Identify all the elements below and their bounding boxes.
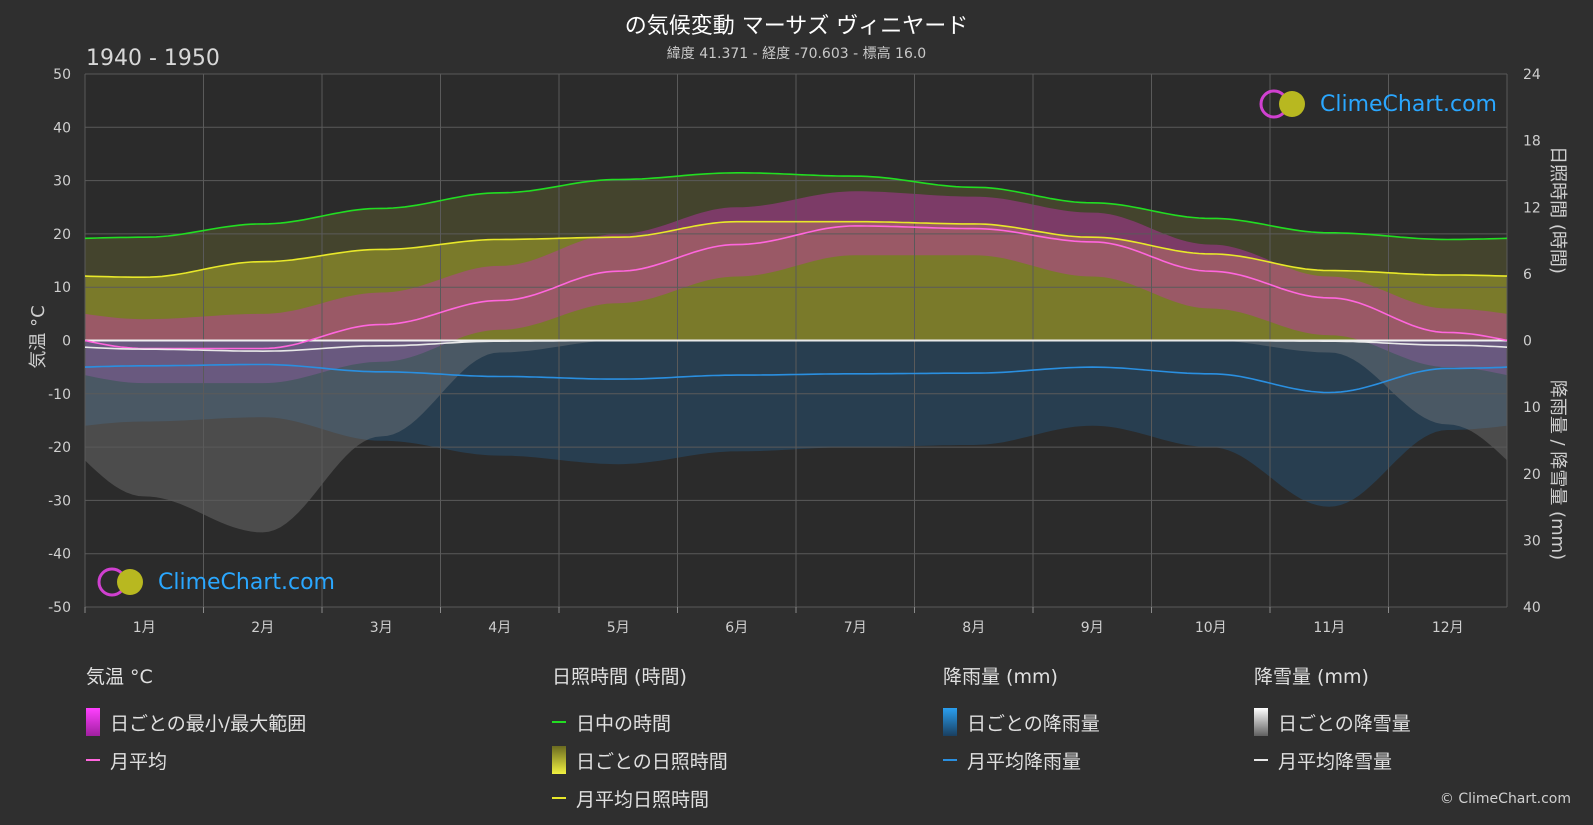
left-tick-label: -20 (48, 440, 71, 456)
right-top-tick-label: 12 (1523, 200, 1541, 216)
logo-text: ClimeChart.com (1320, 91, 1497, 117)
series-line-daylight (84, 172, 1508, 241)
legend-label: 日ごとの最小/最大範囲 (110, 712, 307, 735)
legend-temperature-title: 気温 °C (86, 666, 153, 688)
swatch-icon (552, 746, 566, 774)
logo-icon (1258, 88, 1314, 120)
logo-bottom: ClimeChart.com (96, 566, 335, 598)
swatch-icon (943, 708, 957, 736)
left-tick-label: -30 (48, 493, 71, 509)
legend-snow: 降雪量 (mm) 日ごとの降雪量 月平均降雪量 (1254, 662, 1411, 779)
legend-label: 日ごとの日照時間 (576, 750, 728, 773)
legend-temperature-range: 日ごとの最小/最大範囲 (86, 703, 306, 741)
legend-rain-title: 降雨量 (mm) (943, 666, 1058, 688)
swatch-icon (1254, 759, 1268, 761)
logo-icon (96, 566, 152, 598)
legend-snow-daily: 日ごとの降雪量 (1254, 703, 1411, 741)
legend-sunshine-title: 日照時間 (時間) (552, 666, 687, 688)
series-line-sunshine-mean (84, 220, 1508, 278)
right-top-tick-label: 18 (1523, 134, 1541, 150)
legend-label: 日中の時間 (576, 712, 672, 735)
right-axis-bottom-title: 降雨量 / 降雪量 (mm) (1547, 380, 1568, 560)
left-tick-label: 0 (62, 334, 71, 350)
legend-temperature-mean: 月平均 (86, 741, 306, 779)
legend-snow-mean: 月平均降雪量 (1254, 741, 1411, 779)
x-tick-label: 7月 (844, 620, 867, 636)
left-tick-label: 10 (53, 280, 71, 296)
right-top-tick-label: 0 (1523, 334, 1532, 350)
left-tick-label: 30 (53, 174, 71, 190)
left-tick-label: -40 (48, 547, 71, 563)
legend-sunshine-daylight: 日中の時間 (552, 703, 728, 741)
chart-title: の気候変動 マーサズ ヴィニヤード (624, 14, 969, 39)
x-tick-label: 5月 (607, 620, 630, 636)
x-tick-label: 8月 (962, 620, 985, 636)
legend-sunshine-mean: 月平均日照時間 (552, 779, 728, 817)
series-line-snow-mean (84, 339, 1508, 353)
legend-label: 日ごとの降雪量 (1278, 712, 1411, 735)
x-tick-label: 6月 (725, 620, 748, 636)
legend-label: 日ごとの降雨量 (967, 712, 1100, 735)
climate-chart: 50 40 30 20 10 0 -10 -20 -30 -40 -50 24 18 12 6 0 10 20 30… (28, 67, 1568, 636)
legend-snow-title: 降雪量 (mm) (1254, 666, 1369, 688)
left-tick-label: -10 (48, 387, 71, 403)
x-tick-label: 11月 (1313, 620, 1345, 636)
swatch-icon (552, 797, 566, 799)
right-axis-top-title: 日照時間 (時間) (1547, 146, 1568, 274)
swatch-icon (86, 708, 100, 736)
copyright: © ClimeChart.com (1439, 791, 1571, 807)
legend-rain-daily: 日ごとの降雨量 (943, 703, 1100, 741)
period-label: 1940 - 1950 (86, 46, 220, 71)
legend-label: 月平均降雨量 (967, 750, 1082, 773)
axis-ticks: 50 40 30 20 10 0 -10 -20 -30 -40 -50 24 18 12 6 0 10 20 30… (48, 67, 1541, 636)
right-bottom-tick-label: 10 (1523, 400, 1541, 416)
logo-text: ClimeChart.com (158, 569, 335, 595)
logo-top: ClimeChart.com (1258, 88, 1497, 120)
left-tick-label: -50 (48, 600, 71, 616)
x-tick-label: 2月 (251, 620, 274, 636)
left-tick-label: 20 (53, 227, 71, 243)
swatch-icon (552, 721, 566, 723)
legend-sunshine-daily: 日ごとの日照時間 (552, 741, 728, 779)
left-tick-label: 40 (53, 120, 71, 136)
swatch-icon (1254, 708, 1268, 736)
right-top-tick-label: 6 (1523, 267, 1532, 283)
chart-subtitle: 緯度 41.371 - 経度 -70.603 - 標高 16.0 (666, 46, 927, 62)
x-tick-label: 9月 (1081, 620, 1104, 636)
right-top-tick-label: 24 (1523, 67, 1541, 83)
left-tick-label: 50 (53, 67, 71, 83)
legend-label: 月平均降雪量 (1278, 750, 1393, 773)
series-lines (84, 172, 1508, 394)
legend-sunshine: 日照時間 (時間) 日中の時間 日ごとの日照時間 月平均日照時間 (552, 662, 728, 817)
legend-label: 月平均 (110, 750, 168, 773)
swatch-icon (943, 759, 957, 761)
x-tick-label: 3月 (370, 620, 393, 636)
left-axis-title: 気温 °C (28, 305, 49, 368)
legend-rain: 降雨量 (mm) 日ごとの降雨量 月平均降雨量 (943, 662, 1100, 779)
right-bottom-tick-label: 40 (1523, 600, 1541, 616)
x-tick-label: 12月 (1432, 620, 1464, 636)
right-bottom-tick-label: 30 (1523, 533, 1541, 549)
right-bottom-tick-label: 20 (1523, 467, 1541, 483)
legend-label: 月平均日照時間 (576, 788, 710, 811)
series-line-rain-mean (84, 363, 1508, 394)
x-tick-label: 1月 (133, 620, 156, 636)
legend-temperature: 気温 °C 日ごとの最小/最大範囲 月平均 (86, 662, 306, 779)
legend-rain-mean: 月平均降雨量 (943, 741, 1100, 779)
series-line-temperature-mean (84, 225, 1508, 350)
x-tick-label: 10月 (1195, 620, 1227, 636)
swatch-icon (86, 759, 100, 761)
x-tick-label: 4月 (488, 620, 511, 636)
